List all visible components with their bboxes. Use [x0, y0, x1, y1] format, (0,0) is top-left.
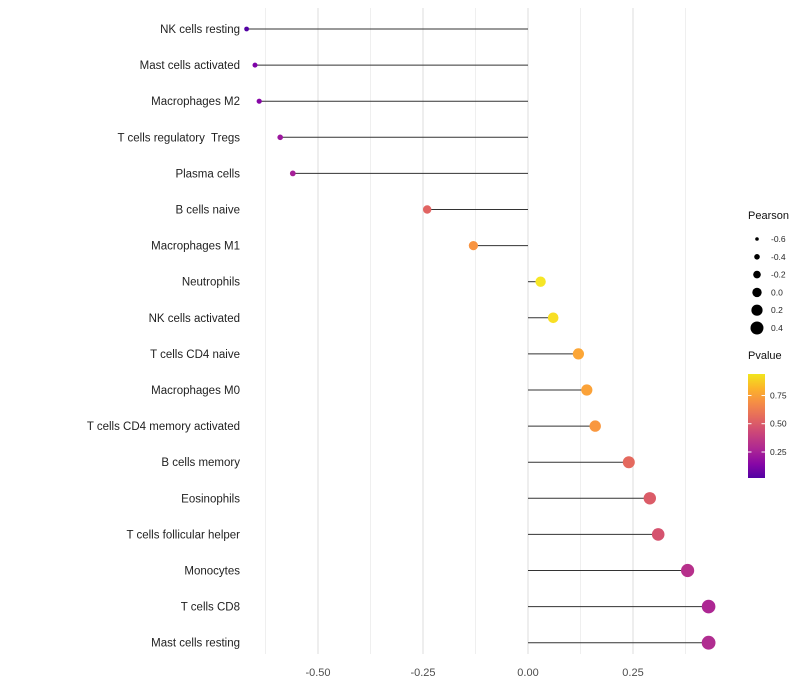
legend-size-label: 0.4: [771, 323, 783, 333]
lollipop-point: [622, 456, 635, 469]
lollipop-point: [252, 62, 258, 68]
legend-size-dot: [753, 270, 761, 279]
x-axis-tick-label: -0.50: [305, 667, 330, 679]
legend-colorbar-label: 0.50: [770, 419, 787, 429]
y-axis-label: Monocytes: [184, 566, 240, 578]
lollipop-point: [581, 384, 593, 396]
legend-pvalue-title: Pvalue: [748, 350, 782, 362]
lollipop-point: [277, 134, 284, 141]
lollipop-point: [423, 205, 432, 214]
y-axis-label: Mast cells resting: [151, 638, 240, 650]
x-axis-tick-label: 0.25: [622, 667, 643, 679]
legend-size-label: 0.2: [771, 305, 783, 315]
y-axis-label: T cells follicular helper: [126, 529, 240, 541]
y-axis-label: Neutrophils: [182, 277, 240, 289]
legend-colorbar: [748, 374, 765, 478]
lollipop-point: [701, 599, 716, 614]
y-axis-label: NK cells resting: [160, 24, 240, 36]
lollipop-point: [643, 492, 656, 505]
lollipop-point: [244, 26, 250, 32]
y-axis-label: T cells regulatory Tregs: [117, 132, 240, 144]
lollipop-point: [256, 98, 262, 104]
y-axis-label: Macrophages M0: [151, 385, 240, 397]
lollipop-point: [547, 312, 559, 324]
lollipop-point: [681, 563, 695, 578]
x-axis-tick-label: -0.25: [410, 667, 435, 679]
lollipop-point: [289, 170, 296, 177]
y-axis-label: Macrophages M2: [151, 96, 240, 108]
legend-size-dot: [755, 237, 759, 241]
y-axis-label: B cells naive: [175, 205, 240, 217]
legend-size-label: -0.2: [771, 270, 786, 280]
lollipop-point: [468, 241, 478, 251]
lollipop-point: [651, 528, 665, 541]
y-axis-label: Mast cells activated: [140, 60, 240, 72]
lollipop-point: [572, 348, 585, 360]
y-axis-label: Plasma cells: [175, 168, 240, 180]
y-axis-label: T cells CD4 memory activated: [87, 421, 240, 433]
y-axis-label: Eosinophils: [181, 493, 240, 505]
y-axis-label: B cells memory: [161, 457, 240, 469]
legend-size-dot: [752, 287, 762, 298]
legend-colorbar-label: 0.25: [770, 447, 787, 457]
lollipop-point: [589, 420, 601, 432]
legend-size-dot: [754, 253, 760, 260]
y-axis-label: T cells CD8: [181, 602, 240, 614]
legend-size-label: -0.4: [771, 252, 786, 262]
y-axis-label: T cells CD4 naive: [150, 349, 240, 361]
legend-pearson-title: Pearson: [748, 210, 789, 222]
y-axis-label: NK cells activated: [149, 313, 240, 325]
legend-size-dot: [751, 304, 763, 316]
legend-size-label: 0.0: [771, 287, 783, 297]
legend-colorbar-label: 0.75: [770, 391, 787, 401]
legend-size-label: -0.6: [771, 234, 786, 244]
y-axis-label: Macrophages M1: [151, 241, 240, 253]
lollipop-point: [701, 635, 716, 650]
lollipop-point: [535, 276, 546, 287]
x-axis-tick-label: 0.00: [517, 667, 538, 679]
legend-size-dot: [750, 321, 764, 335]
